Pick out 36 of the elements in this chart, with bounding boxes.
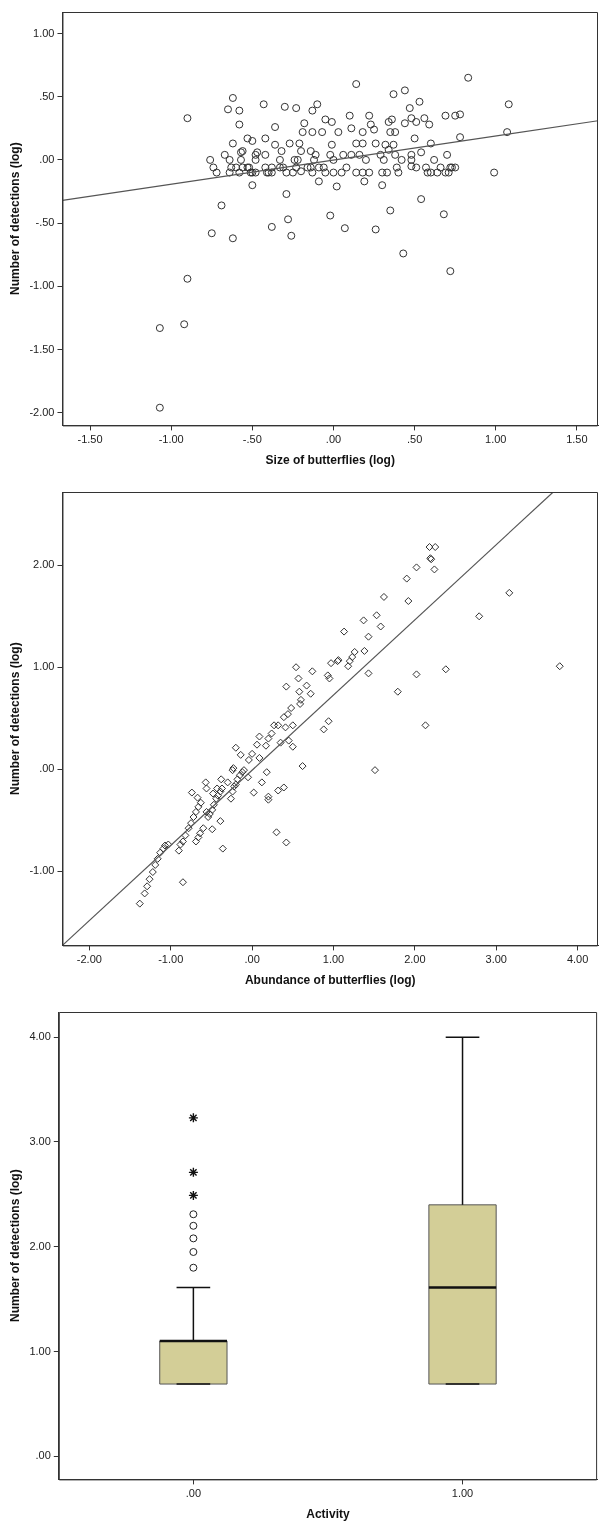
y-tick-label: 4.00: [29, 1030, 51, 1043]
y-tick-label: .00: [39, 762, 55, 775]
y-axis-title: Number of detections (log): [7, 142, 22, 296]
x-axis-title: Activity: [306, 1507, 350, 1522]
y-tick-label: 1.00: [29, 1344, 51, 1357]
x-tick-label: -1.50: [77, 433, 103, 446]
x-tick-label: .00: [244, 953, 260, 966]
y-tick-label: 3.00: [29, 1134, 51, 1147]
y-tick-label: -.50: [35, 216, 55, 229]
y-tick-label: -1.00: [29, 864, 55, 877]
y-tick-label: 1.00: [33, 26, 55, 39]
x-tick-label: -.50: [242, 433, 262, 446]
y-axis-title: Number of detections (log): [7, 642, 22, 796]
y-axis-title: Number of detections (log): [7, 1169, 22, 1323]
x-tick-label: .50: [406, 433, 423, 446]
x-tick-label: 3.00: [485, 953, 507, 966]
x-tick-label: 1.00: [322, 953, 345, 966]
y-tick-label: 2.00: [29, 1239, 51, 1252]
y-tick-label: -1.00: [29, 279, 55, 292]
y-tick-label: .00: [35, 1449, 51, 1462]
x-axis-title: Abundance of butterflies (log): [244, 973, 416, 988]
x-tick-label: 1.00: [485, 433, 507, 446]
y-tick-label: 1.00: [33, 660, 55, 673]
x-tick-label: -2.00: [76, 953, 102, 966]
x-tick-label: 4.00: [566, 953, 589, 966]
y-tick-label: -2.00: [29, 405, 55, 418]
x-tick-label: 2.00: [404, 953, 426, 966]
x-tick-label: 1.50: [566, 433, 588, 446]
y-tick-label: .50: [39, 89, 55, 102]
x-tick-label: -1.00: [158, 953, 184, 966]
y-tick-label: 2.00: [33, 558, 55, 571]
y-tick-label: -1.50: [29, 342, 55, 355]
y-tick-label: .00: [39, 152, 55, 165]
x-tick-label: .00: [325, 433, 342, 446]
x-tick-label: -1.00: [158, 433, 184, 446]
x-axis-title: Size of butterflies (log): [265, 453, 395, 468]
